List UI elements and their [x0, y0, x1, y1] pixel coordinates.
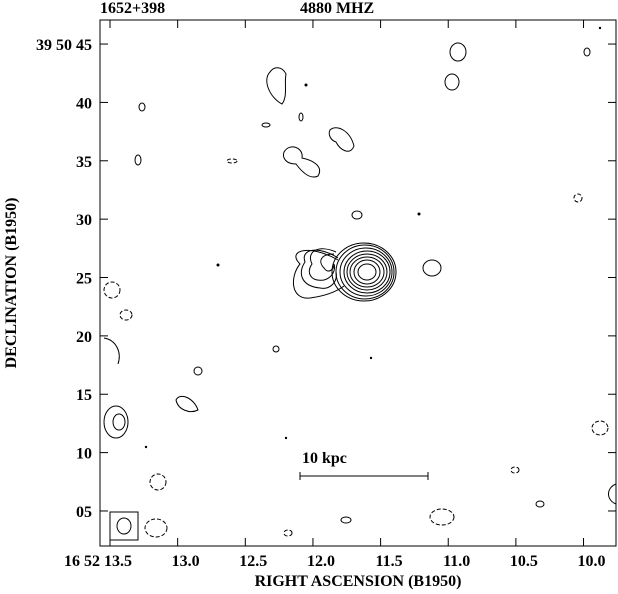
x-tick-label: 11.5: [375, 553, 402, 570]
jet: [320, 253, 335, 272]
y-tick-label: 40: [76, 95, 92, 112]
beam-box: [109, 511, 139, 541]
x-axis-label: RIGHT ASCENSION (B1950): [255, 573, 462, 590]
y-tick-label: 25: [76, 271, 92, 288]
x-tick-label: 13.0: [172, 553, 200, 570]
beam: [116, 517, 132, 535]
y-axis-label: DECLINATION (B1950): [3, 198, 20, 369]
y-tick-label: 20: [76, 329, 92, 346]
y-tick-label: 15: [76, 387, 92, 404]
jet: [292, 249, 345, 299]
y-tick-label: 05: [76, 504, 92, 521]
plot-frame: [99, 19, 617, 547]
x-tick-label: 16 52 13.5: [64, 553, 132, 570]
x-tick-label: 11.0: [443, 553, 470, 570]
y-tick-label: 10: [76, 446, 92, 463]
contours: [103, 26, 617, 538]
scale-label: 10 kpc: [302, 450, 347, 467]
y-tick-label: 30: [76, 212, 92, 229]
x-tick-label: 12.0: [307, 553, 335, 570]
x-tick-label: 10.0: [578, 553, 606, 570]
y-tick-label: 35: [76, 154, 92, 171]
x-tick-label: 10.5: [510, 553, 538, 570]
chart-subtitle: 4880 MHZ: [300, 0, 374, 17]
y-tick-label: 39 50 45: [36, 37, 92, 54]
x-tick-label: 12.5: [239, 553, 267, 570]
core: [331, 242, 397, 302]
chart-title: 1652+398: [100, 0, 165, 17]
